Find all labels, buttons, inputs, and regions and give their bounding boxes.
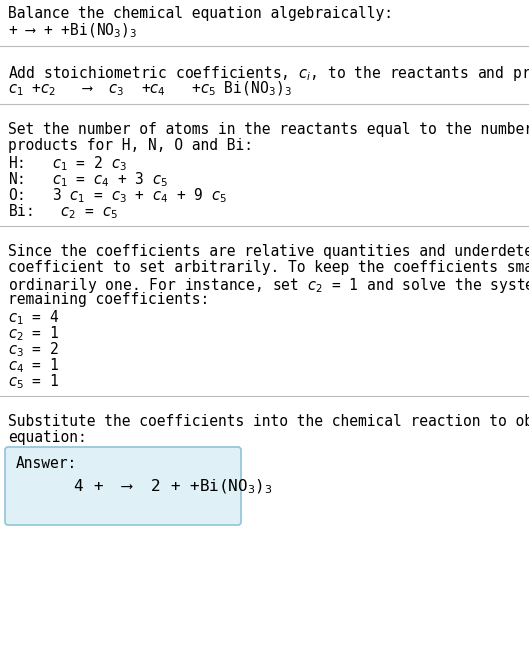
Text: $c_1$ +$c_2$   ⟶  $c_3$  +$c_4$   +$c_5$ Bi(NO$_3$)$_3$: $c_1$ +$c_2$ ⟶ $c_3$ +$c_4$ +$c_5$ Bi(NO… [8, 80, 291, 98]
Text: Bi:   $c_2$ = $c_5$: Bi: $c_2$ = $c_5$ [8, 202, 118, 221]
Text: coefficient to set arbitrarily. To keep the coefficients small, the arbitrary va: coefficient to set arbitrarily. To keep … [8, 260, 529, 275]
Text: N:   $c_1$ = $c_4$ + 3 $c_5$: N: $c_1$ = $c_4$ + 3 $c_5$ [8, 170, 168, 189]
Text: Set the number of atoms in the reactants equal to the number of atoms in the: Set the number of atoms in the reactants… [8, 122, 529, 137]
Text: Substitute the coefficients into the chemical reaction to obtain the balanced: Substitute the coefficients into the che… [8, 414, 529, 429]
FancyBboxPatch shape [5, 447, 241, 525]
Text: Since the coefficients are relative quantities and underdetermined, choose a: Since the coefficients are relative quan… [8, 244, 529, 259]
Text: $c_3$ = 2: $c_3$ = 2 [8, 340, 59, 358]
Text: + ⟶ + +Bi(NO$_3$)$_3$: + ⟶ + +Bi(NO$_3$)$_3$ [8, 22, 138, 40]
Text: O:   3 $c_1$ = $c_3$ + $c_4$ + 9 $c_5$: O: 3 $c_1$ = $c_3$ + $c_4$ + 9 $c_5$ [8, 186, 227, 204]
Text: $c_2$ = 1: $c_2$ = 1 [8, 324, 59, 343]
Text: ordinarily one. For instance, set $c_2$ = 1 and solve the system of equations fo: ordinarily one. For instance, set $c_2$ … [8, 276, 529, 295]
Text: $c_4$ = 1: $c_4$ = 1 [8, 356, 59, 375]
Text: H:   $c_1$ = 2 $c_3$: H: $c_1$ = 2 $c_3$ [8, 154, 127, 173]
Text: products for H, N, O and Bi:: products for H, N, O and Bi: [8, 138, 253, 153]
Text: $c_1$ = 4: $c_1$ = 4 [8, 308, 59, 327]
Text: 4 +  ⟶  2 + +Bi(NO$_3$)$_3$: 4 + ⟶ 2 + +Bi(NO$_3$)$_3$ [16, 478, 273, 496]
Text: remaining coefficients:: remaining coefficients: [8, 292, 209, 307]
Text: equation:: equation: [8, 430, 87, 445]
Text: $c_5$ = 1: $c_5$ = 1 [8, 372, 59, 391]
Text: Answer:: Answer: [16, 456, 77, 471]
Text: Add stoichiometric coefficients, $c_i$, to the reactants and products:: Add stoichiometric coefficients, $c_i$, … [8, 64, 529, 83]
Text: Balance the chemical equation algebraically:: Balance the chemical equation algebraica… [8, 6, 393, 21]
